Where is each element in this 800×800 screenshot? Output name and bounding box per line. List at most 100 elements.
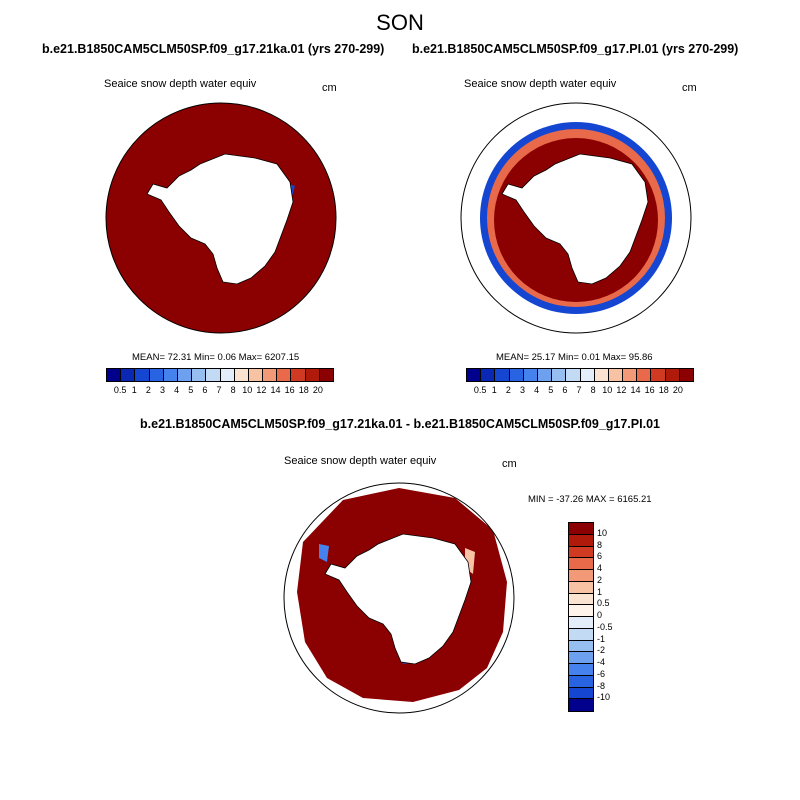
diff-colorbar-swatch [569,570,593,582]
panel2-colorbar-swatch [651,369,666,381]
panel1-colorbar-swatch [319,369,333,381]
panel2-colorbar-tick-label: 7 [576,385,582,395]
panel2-colorbar-tick-label: 12 [616,385,627,395]
panel2-stats: MEAN= 25.17 Min= 0.01 Max= 95.86 [496,352,653,363]
panel1-colorbar-swatch [149,369,164,381]
diff-minmax: MIN = -37.26 MAX = 6165.21 [528,494,652,505]
panel1-colorbar-swatch [107,369,122,381]
panel1-colorbar-swatch [135,369,150,381]
panel2-colorbar-tick-label: 1 [491,385,497,395]
panel1-colorbar-tick-label: 3 [159,385,166,395]
diff-colorbar-tick-label: 0 [597,610,603,620]
diff-colorbar [568,522,594,712]
panel1-colorbar-swatch [163,369,178,381]
panel2-colorbar-tick-label: 3 [519,385,526,395]
panel1-title: b.e21.B1850CAM5CLM50SP.f09_g17.21ka.01 (… [42,42,385,56]
panel2-colorbar-swatch [495,369,510,381]
diff-colorbar-swatch [569,652,593,664]
panel1-antarctica [146,153,294,285]
panel1-colorbar-swatch [192,369,207,381]
panel2-colorbar-swatch [608,369,624,381]
panel2-colorbar-swatch [665,369,680,381]
diff-colorbar-tick-label: -2 [597,645,606,656]
diff-colorbar-swatch [569,523,593,535]
diff-colorbar-tick-label: 1 [597,586,603,597]
diff-colorbar-tick-label: 8 [597,539,603,550]
panel1-colorbar-tick-label: 1 [131,385,137,395]
panel2-colorbar-tick-label: 16 [644,385,655,395]
panel2-colorbar-tick-label: 6 [562,385,568,395]
diff-colorbar-swatch [569,546,593,559]
diff-colorbar-tick-label: -1 [597,633,606,644]
panel1-colorbar-swatch [206,369,221,381]
panel2-colorbar-tick-label: 0.5 [473,385,487,395]
panel2-colorbar-swatch [679,369,693,381]
panel2-colorbar-swatch [509,369,524,381]
diff-colorbar-swatch [569,534,593,547]
panel1-colorbar-tick-label: 10 [242,385,253,395]
panel2-colorbar-swatch [467,369,482,381]
diff-colorbar-swatch [569,640,593,653]
panel1-colorbar-tick-label: 0.5 [113,385,127,395]
diff-colorbar-swatch [569,675,593,688]
diff-antarctica [324,533,472,665]
panel2-colorbar-swatch [580,369,595,381]
panel2-colorbar-swatch [637,369,652,381]
panel2-colorbar-tick-label: 5 [548,385,554,395]
panel2-colorbar-swatch [594,369,609,381]
panel1-colorbar-swatch [121,369,136,381]
panel1-stats: MEAN= 72.31 Min= 0.06 Max= 6207.15 [132,352,300,363]
season-title: SON [376,10,424,35]
diff-colorbar-tick-label: -6 [597,668,606,679]
panel2-colorbar-swatch [537,369,553,381]
panel1-colorbar-swatch [248,369,264,381]
panel1-colorbar-swatch [220,369,235,381]
diff-colorbar-tick-label: -0.5 [597,621,613,632]
panel2-title: b.e21.B1850CAM5CLM50SP.f09_g17.PI.01 (yr… [412,42,739,56]
diff-colorbar-tick-label: -10 [597,692,611,703]
diff-colorbar-swatch [569,593,593,606]
panel2-colorbar-tick-label: 4 [534,385,540,395]
diff-colorbar-tick-label: 0.5 [597,598,610,609]
diff-colorbar-swatch [569,617,593,629]
panel1-colorbar-swatch [177,369,193,381]
diff-colorbar-swatch [569,581,593,594]
panel2-colorbar-tick-label: 2 [505,385,511,395]
panel1-colorbar-tick-label: 20 [312,385,323,395]
panel1-map-boundary [105,102,337,334]
panel2-variable: Seaice snow depth water equiv [464,78,617,90]
panel1-colorbar-tick-label: 16 [284,385,295,395]
panel2-colorbar-tick-label: 8 [590,385,596,395]
diff-polar-map [283,482,515,714]
diff-colorbar-tick-label: -4 [597,657,606,667]
panel2-colorbar-tick-label: 10 [602,385,613,395]
panel2-polar-map [460,102,692,334]
diff-colorbar-tick-label: 6 [597,551,603,562]
diff-colorbar-labels: 10 8 6 4 2 1 0.5 0 -0.5 -1 -2 -4 -6 -8 -10 [597,522,637,710]
diff-colorbar-tick-label: 4 [597,563,603,573]
panel2-colorbar-labels: 0.5 1 2 3 4 5 6 7 8 10 12 14 16 18 20 [466,385,692,397]
panel1-colorbar-swatch [277,369,292,381]
panel2-map-boundary [460,102,692,334]
panel2-colorbar-swatch [552,369,567,381]
panel1-colorbar-tick-label: 8 [230,385,236,395]
panel2-colorbar-tick-label: 14 [630,385,641,395]
panel1-colorbar-tick-label: 6 [202,385,208,395]
panel2-colorbar-tick-label: 18 [658,385,669,395]
panel2-colorbar-swatch [566,369,581,381]
panel1-polar-map [105,102,337,334]
panel1-colorbar-swatch [305,369,320,381]
panel1-colorbar [106,368,334,382]
panel2-colorbar-swatch [523,369,538,381]
diff-colorbar-tick-label: 10 [597,527,608,538]
panel1-colorbar-swatch [291,369,306,381]
panel2-colorbar [466,368,694,382]
panel2-colorbar-swatch [481,369,496,381]
diff-variable: Seaice snow depth water equiv [284,455,437,467]
diff-colorbar-swatch [569,699,593,711]
panel1-colorbar-tick-label: 18 [298,385,309,395]
panel1-variable: Seaice snow depth water equiv [104,78,257,90]
diff-colorbar-swatch [569,687,593,700]
diff-title: b.e21.B1850CAM5CLM50SP.f09_g17.21ka.01 -… [140,417,660,431]
panel1-colorbar-tick-label: 7 [216,385,222,395]
